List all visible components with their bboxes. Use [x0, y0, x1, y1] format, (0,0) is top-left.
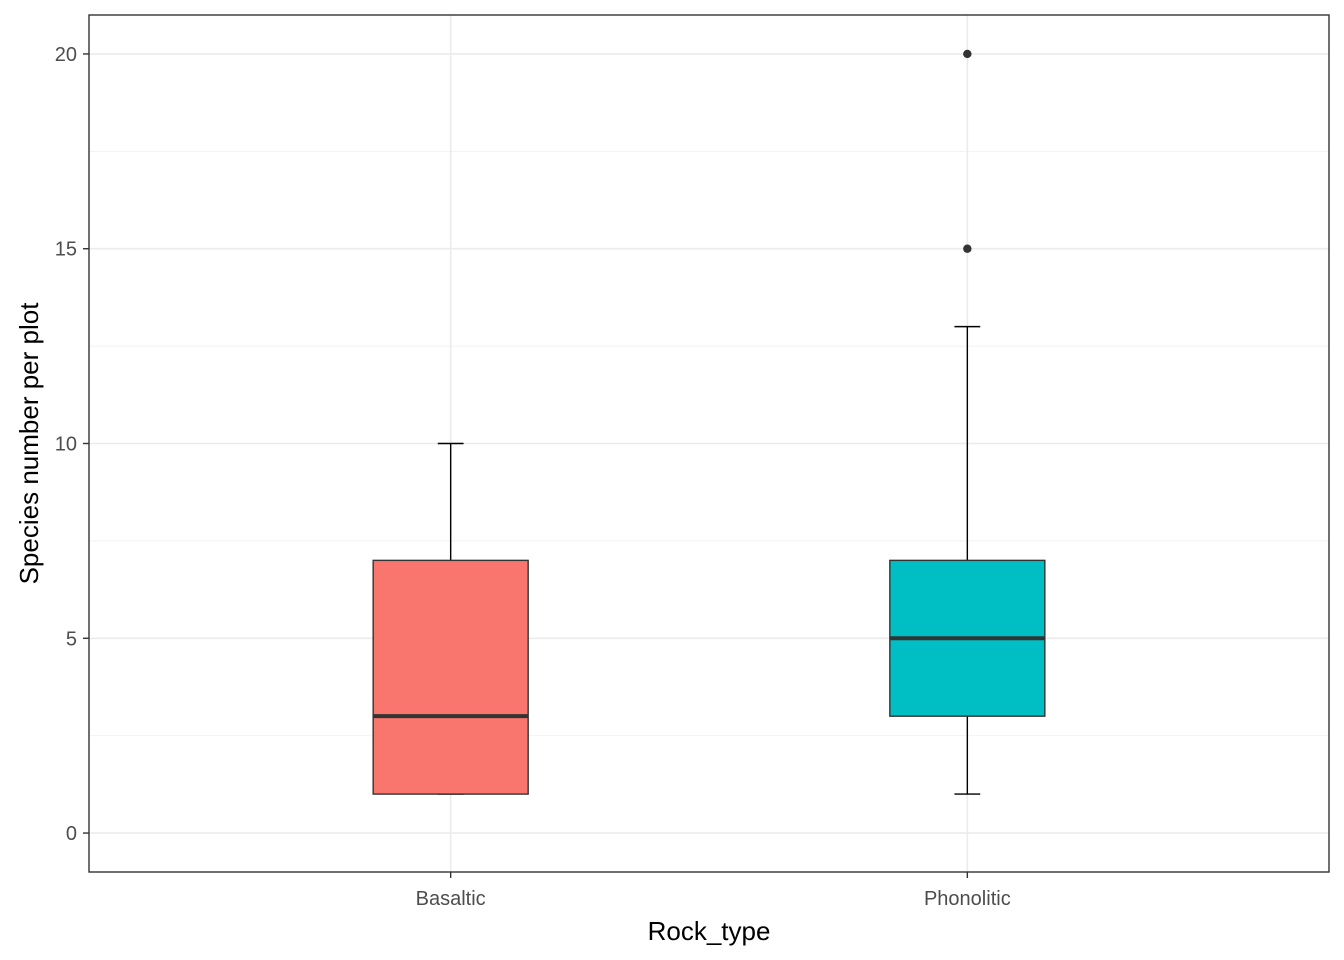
box-basaltic: [372, 442, 529, 795]
box-phonolitic: [889, 49, 1046, 795]
y-tick-label: 20: [55, 44, 77, 66]
box-layer: [372, 49, 1046, 795]
y-tick-label: 0: [66, 823, 77, 845]
y-axis-title: Species number per plot: [14, 302, 44, 585]
x-axis-title: Rock_type: [648, 916, 771, 946]
y-tick-label: 10: [55, 434, 77, 456]
outlier-point: [963, 244, 972, 253]
y-tick-label: 5: [66, 628, 77, 650]
x-tick-label: Phonolitic: [924, 888, 1011, 910]
outlier-point: [963, 49, 972, 59]
y-tick-label: 15: [55, 239, 77, 261]
axis-ticks: 0 5 10 15 20 Basaltic Phonolitic: [55, 44, 1011, 910]
box-iqr: [372, 559, 529, 795]
x-tick-label: Basaltic: [416, 888, 486, 910]
